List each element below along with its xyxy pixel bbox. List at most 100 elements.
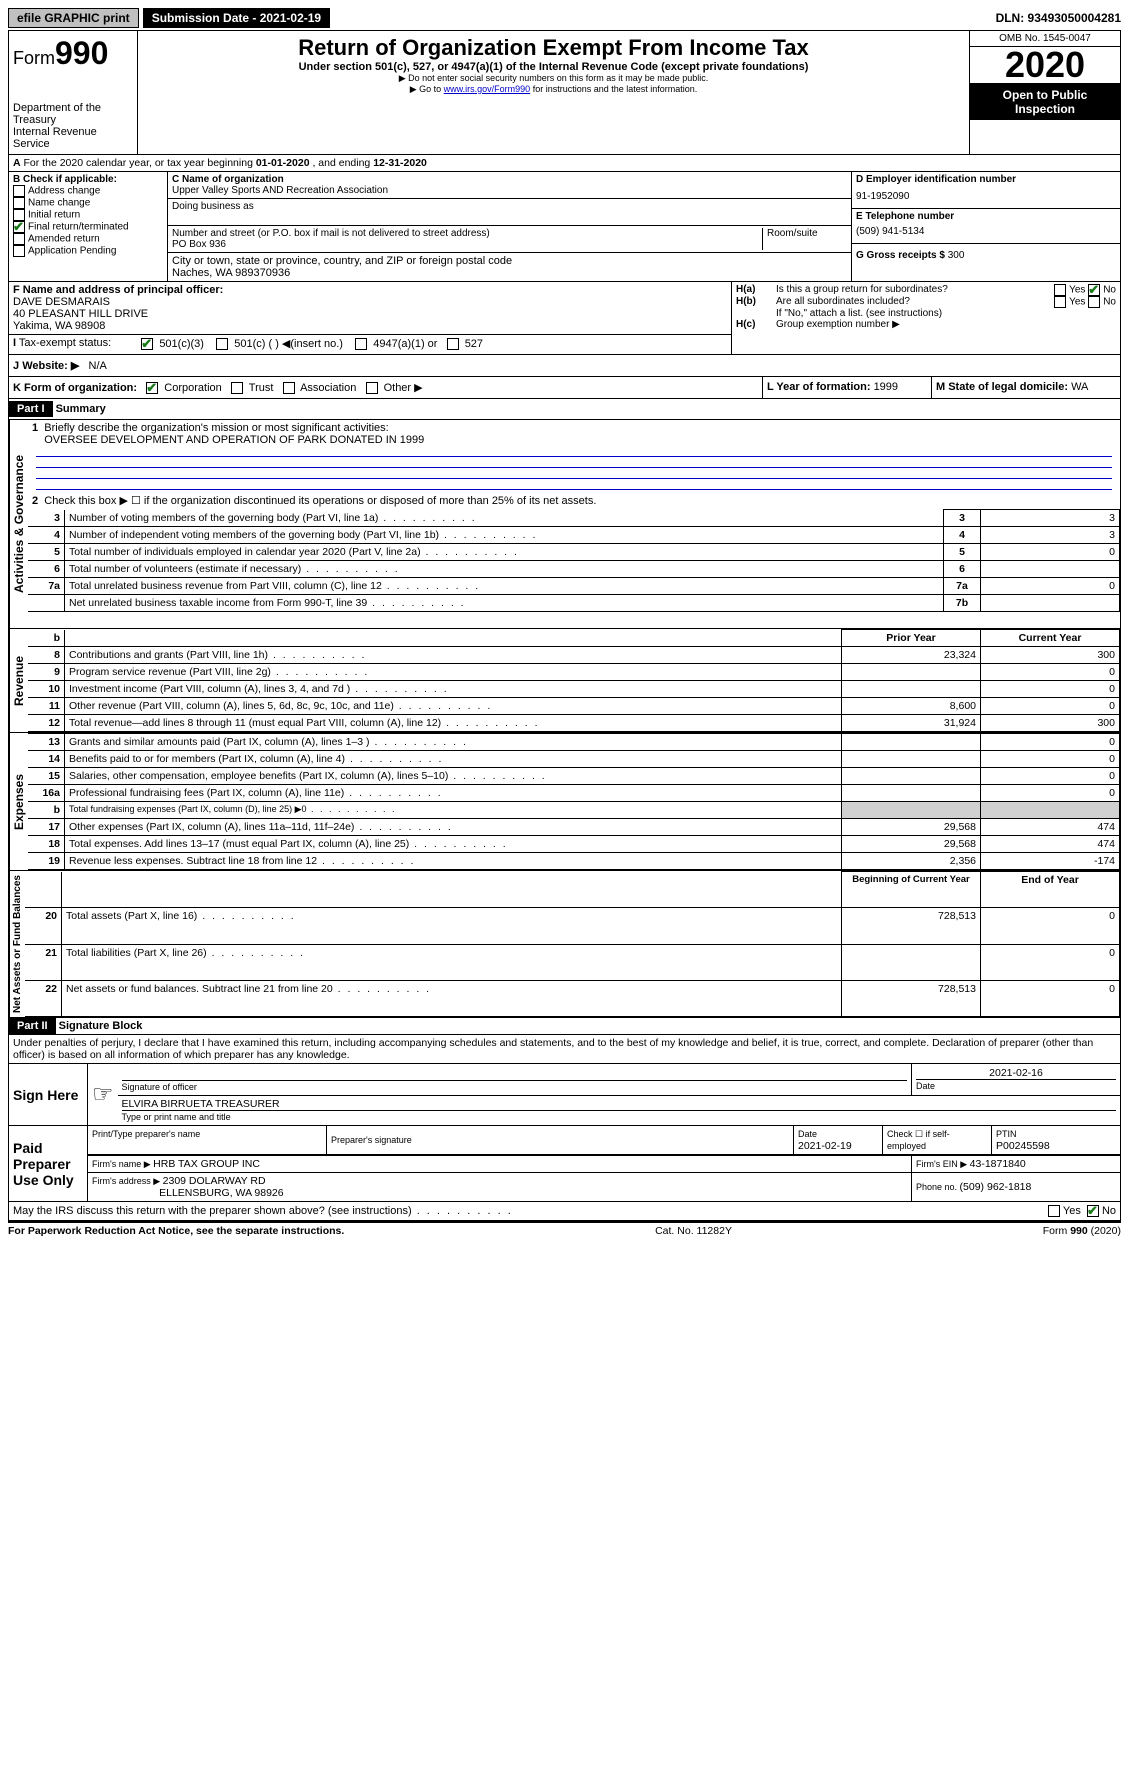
- footer-form-label: Form: [1043, 1225, 1070, 1237]
- line-a-begin: 01-01-2020: [256, 157, 310, 169]
- website-value: N/A: [89, 360, 107, 372]
- room-label: Room/suite: [767, 228, 818, 239]
- paid-preparer-label: Paid Preparer Use Only: [9, 1126, 88, 1202]
- ptin-label: PTIN: [996, 1129, 1017, 1139]
- prep-date-label: Date: [798, 1129, 817, 1139]
- line-i-label: Tax-exempt status:: [19, 337, 111, 349]
- part-2-title: Signature Block: [59, 1020, 143, 1032]
- form-header: Form990 Department of the Treasury Inter…: [8, 30, 1121, 155]
- telephone-value: (509) 941-5134: [856, 222, 1116, 241]
- goto-pre: ▶ Go to: [410, 84, 444, 94]
- checkbox-corp[interactable]: [146, 382, 158, 394]
- opt-501c3: 501(c)(3): [159, 338, 204, 350]
- cat-no: Cat. No. 11282Y: [655, 1225, 732, 1237]
- prep-sig-label: Preparer's signature: [331, 1135, 412, 1145]
- identity-block: B Check if applicable: Address change Na…: [8, 172, 1121, 282]
- firm-phone-label: Phone no.: [916, 1182, 960, 1192]
- signature-table: Sign Here ☞ Signature of officer 2021-02…: [8, 1064, 1121, 1202]
- opt-address-change: Address change: [28, 186, 100, 197]
- opt-name-change: Name change: [28, 198, 90, 209]
- vlabel-governance: Activities & Governance: [9, 420, 28, 628]
- form-label: Form: [13, 48, 55, 68]
- irs-label: Internal Revenue Service: [13, 126, 133, 150]
- h-b-label: Are all subordinates included?: [776, 296, 1054, 308]
- checkbox-final-return[interactable]: [13, 221, 25, 233]
- line-a-pre: For the 2020 calendar year, or tax year …: [24, 157, 256, 169]
- opt-other: Other ▶: [384, 382, 423, 394]
- line-klm: K Form of organization: Corporation Trus…: [8, 377, 1121, 399]
- checkbox-application-pending[interactable]: [13, 245, 25, 257]
- dln-label: DLN: 93493050004281: [996, 11, 1121, 25]
- checkbox-4947[interactable]: [355, 338, 367, 350]
- checkbox-address-change[interactable]: [13, 185, 25, 197]
- dba-label: Doing business as: [172, 201, 254, 212]
- box-c-name-label: C Name of organization: [172, 174, 284, 185]
- checkbox-527[interactable]: [447, 338, 459, 350]
- governance-table: 3Number of voting members of the governi…: [28, 509, 1120, 612]
- line-a-mid: , and ending: [310, 157, 374, 169]
- opt-trust: Trust: [249, 382, 274, 394]
- firm-addr1: 2309 DOLARWAY RD: [163, 1175, 266, 1187]
- checkbox-ha-yes[interactable]: [1054, 284, 1066, 296]
- q1-label: Briefly describe the organization's miss…: [44, 422, 388, 434]
- firm-name-label: Firm's name ▶: [92, 1159, 153, 1169]
- box-b: B Check if applicable: Address change Na…: [9, 172, 168, 281]
- vlabel-revenue: Revenue: [9, 629, 28, 732]
- opt-527: 527: [465, 338, 483, 350]
- checkbox-other[interactable]: [366, 382, 378, 394]
- firm-ein-label: Firm's EIN ▶: [916, 1159, 970, 1169]
- checkbox-assoc[interactable]: [283, 382, 295, 394]
- checkbox-hb-yes[interactable]: [1054, 296, 1066, 308]
- box-f-label: F Name and address of principal officer:: [13, 284, 223, 296]
- q2-label: Check this box ▶ ☐ if the organization d…: [44, 495, 596, 507]
- checkbox-hb-no[interactable]: [1088, 296, 1100, 308]
- checkbox-amended[interactable]: [13, 233, 25, 245]
- org-name: Upper Valley Sports AND Recreation Assoc…: [172, 185, 388, 196]
- sig-date: 2021-02-16: [916, 1067, 1116, 1080]
- org-address: PO Box 936: [172, 239, 226, 250]
- dept-label: Department of the Treasury: [13, 102, 133, 126]
- firm-phone: (509) 962-1818: [960, 1181, 1032, 1193]
- officer-addr2: Yakima, WA 98908: [13, 320, 105, 332]
- ptin-value: P00245598: [996, 1140, 1050, 1152]
- self-employed-label: Check ☐ if self-employed: [887, 1129, 950, 1151]
- org-city: Naches, WA 989370936: [172, 267, 290, 279]
- part-1-body: Activities & Governance 1 Briefly descri…: [8, 420, 1121, 629]
- firm-addr2: ELLENSBURG, WA 98926: [159, 1187, 284, 1199]
- opt-amended: Amended return: [28, 234, 100, 245]
- checkbox-501c[interactable]: [216, 338, 228, 350]
- checkbox-discuss-yes[interactable]: [1048, 1205, 1060, 1217]
- form990-link[interactable]: www.irs.gov/Form990: [444, 84, 531, 94]
- checkbox-name-change[interactable]: [13, 197, 25, 209]
- officer-name: DAVE DESMARAIS: [13, 296, 110, 308]
- line-k-label: K Form of organization:: [13, 382, 137, 394]
- submission-date-button[interactable]: Submission Date - 2021-02-19: [143, 8, 330, 28]
- checkbox-ha-no[interactable]: [1088, 284, 1100, 296]
- firm-addr-label: Firm's address ▶: [92, 1176, 163, 1186]
- paperwork-notice: For Paperwork Reduction Act Notice, see …: [8, 1225, 344, 1237]
- q1-value: OVERSEE DEVELOPMENT AND OPERATION OF PAR…: [44, 434, 424, 446]
- footer: For Paperwork Reduction Act Notice, see …: [8, 1221, 1121, 1237]
- sig-date-label: Date: [916, 1081, 935, 1091]
- open-public-label: Open to Public Inspection: [970, 84, 1120, 120]
- form-subtitle-1: Under section 501(c), 527, or 4947(a)(1)…: [142, 61, 965, 73]
- efile-button[interactable]: efile GRAPHIC print: [8, 8, 139, 28]
- checkbox-trust[interactable]: [231, 382, 243, 394]
- form-title: Return of Organization Exempt From Incom…: [142, 35, 965, 61]
- line-a-end: 12-31-2020: [373, 157, 427, 169]
- top-bar: efile GRAPHIC print Submission Date - 20…: [8, 8, 1121, 28]
- firm-ein: 43-1871840: [970, 1158, 1026, 1170]
- type-name-label: Type or print name and title: [122, 1112, 231, 1122]
- box-g-label: G Gross receipts $: [856, 250, 948, 261]
- checkbox-discuss-no[interactable]: [1087, 1205, 1099, 1217]
- expenses-table: 13Grants and similar amounts paid (Part …: [28, 733, 1120, 870]
- box-b-label: B Check if applicable:: [13, 174, 163, 185]
- sig-officer-label: Signature of officer: [122, 1082, 197, 1092]
- goto-post: for instructions and the latest informat…: [530, 84, 697, 94]
- line-l-label: L Year of formation:: [767, 381, 874, 393]
- line-j-label: Website: ▶: [22, 360, 79, 372]
- checkbox-501c3[interactable]: [141, 338, 153, 350]
- tax-year: 2020: [970, 47, 1120, 84]
- part-1-title: Summary: [56, 403, 106, 415]
- officer-printed-name: ELVIRA BIRRUETA TREASURER: [122, 1098, 1116, 1111]
